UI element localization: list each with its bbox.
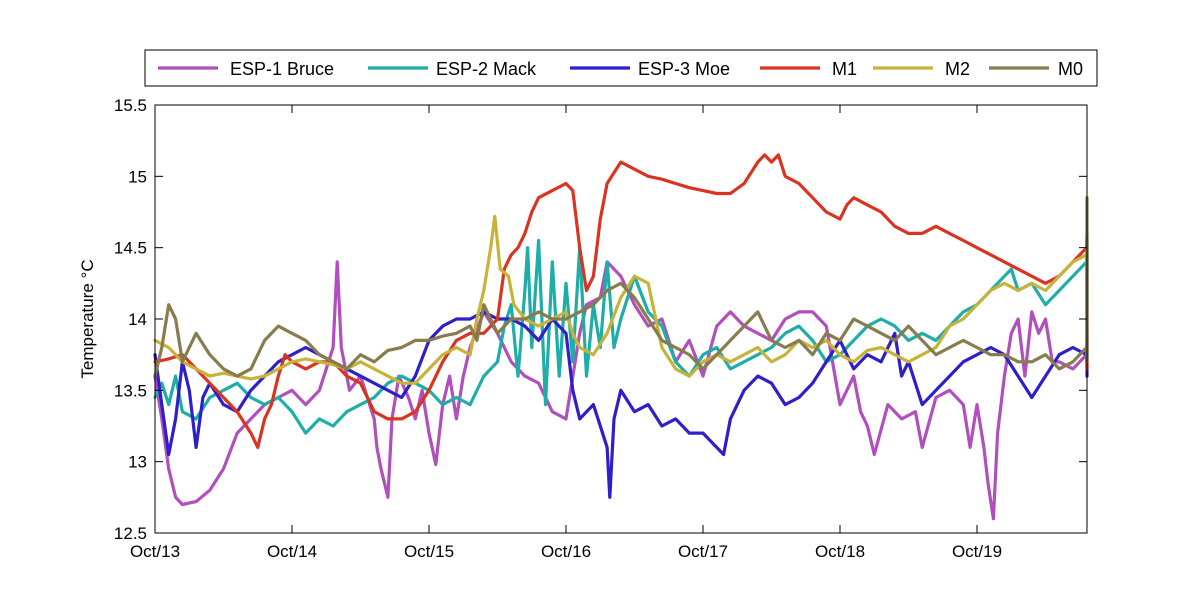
y-tick-label: 15.5: [114, 96, 147, 115]
series-layer: [153, 153, 1089, 521]
x-tick-label: Oct/13: [130, 542, 180, 561]
y-axis-label: Temperature °C: [78, 259, 97, 378]
y-tick-label: 12.5: [114, 524, 147, 543]
plot-area: Oct/13 Oct/14 Oct/15 Oct/16 Oct/17 Oct/18 Oct/…: [114, 96, 1089, 561]
y-tick-label: 14.5: [114, 239, 147, 258]
legend-item: ESP-1 Bruce: [158, 59, 334, 79]
x-tick-label: Oct/15: [404, 542, 454, 561]
x-tick-label: Oct/19: [952, 542, 1002, 561]
legend-item: M1: [760, 59, 857, 79]
legend-label: M1: [832, 59, 857, 79]
y-tick-label: 13.5: [114, 381, 147, 400]
x-tick-label: Oct/18: [815, 542, 865, 561]
series-line-esp-1-bruce: [153, 260, 1089, 521]
legend-label: ESP-1 Bruce: [230, 59, 334, 79]
legend-label: M0: [1058, 59, 1083, 79]
legend-label: ESP-3 Moe: [638, 59, 730, 79]
series-line-m0: [153, 196, 1089, 378]
x-axis: Oct/13 Oct/14 Oct/15 Oct/16 Oct/17 Oct/18 Oct/…: [130, 105, 1002, 561]
x-tick-label: Oct/14: [267, 542, 317, 561]
legend-item: ESP-3 Moe: [570, 59, 730, 79]
y-tick-label: 13: [128, 453, 147, 472]
y-axis: 12.5 13 13.5 14 14.5 15 15.5: [114, 96, 1087, 543]
legend-item: M0: [989, 59, 1083, 79]
y-tick-label: 14: [128, 310, 147, 329]
legend-item: M2: [873, 59, 970, 79]
x-tick-label: Oct/17: [678, 542, 728, 561]
series-line-esp-3-moe: [153, 260, 1089, 499]
legend: ESP-1 Bruce ESP-2 Mack ESP-3 Moe M1 M2 M0: [144, 49, 1098, 87]
legend-item: ESP-2 Mack: [368, 59, 537, 79]
legend-label: M2: [945, 59, 970, 79]
legend-label: ESP-2 Mack: [436, 59, 537, 79]
y-tick-label: 15: [128, 167, 147, 186]
x-tick-label: Oct/16: [541, 542, 591, 561]
